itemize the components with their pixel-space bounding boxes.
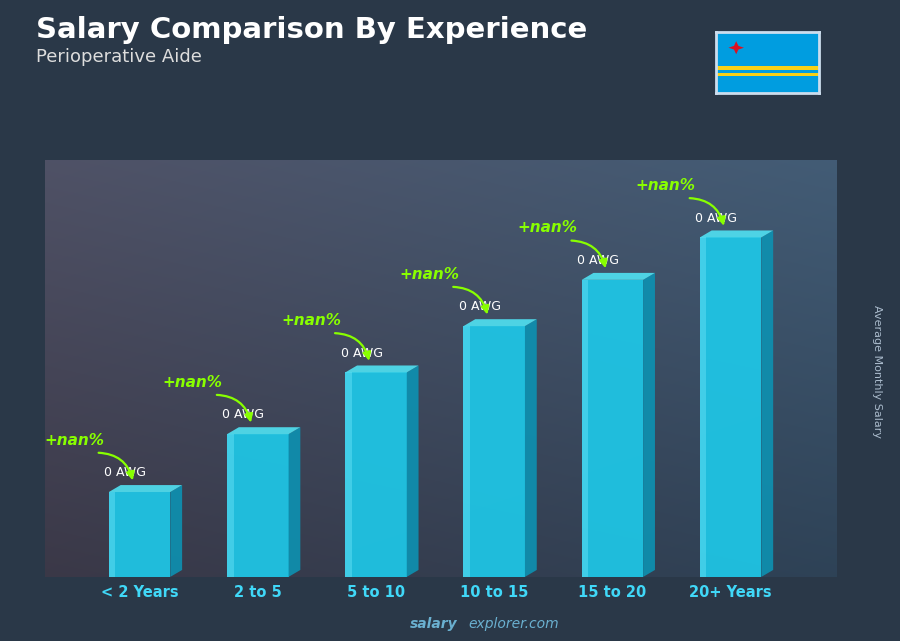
Polygon shape <box>227 434 289 577</box>
Polygon shape <box>109 492 115 577</box>
Text: 0 AWG: 0 AWG <box>459 301 500 313</box>
Text: explorer.com: explorer.com <box>468 617 559 631</box>
Text: +nan%: +nan% <box>400 267 459 282</box>
Polygon shape <box>761 231 773 577</box>
Text: 0 AWG: 0 AWG <box>104 466 146 479</box>
Polygon shape <box>109 485 182 492</box>
Text: +nan%: +nan% <box>45 433 104 447</box>
Text: +nan%: +nan% <box>518 221 578 235</box>
Text: +nan%: +nan% <box>163 375 223 390</box>
Polygon shape <box>728 41 744 54</box>
Polygon shape <box>581 280 643 577</box>
Polygon shape <box>644 273 655 577</box>
Polygon shape <box>700 237 706 577</box>
Polygon shape <box>716 73 819 76</box>
Polygon shape <box>464 326 525 577</box>
Polygon shape <box>581 280 589 577</box>
Polygon shape <box>716 66 819 71</box>
Text: 0 AWG: 0 AWG <box>340 347 382 360</box>
Text: Perioperative Aide: Perioperative Aide <box>36 48 202 66</box>
Text: Average Monthly Salary: Average Monthly Salary <box>872 305 883 438</box>
Polygon shape <box>407 365 418 577</box>
Text: 0 AWG: 0 AWG <box>695 212 737 225</box>
Polygon shape <box>700 231 773 237</box>
Polygon shape <box>227 427 301 434</box>
Text: 0 AWG: 0 AWG <box>222 408 265 421</box>
Text: +nan%: +nan% <box>635 178 696 193</box>
Text: 0 AWG: 0 AWG <box>577 254 619 267</box>
Polygon shape <box>109 492 170 577</box>
Polygon shape <box>170 485 182 577</box>
Polygon shape <box>525 319 536 577</box>
Polygon shape <box>346 372 352 577</box>
Polygon shape <box>346 372 407 577</box>
Text: salary: salary <box>410 617 457 631</box>
Polygon shape <box>227 434 233 577</box>
Polygon shape <box>464 319 536 326</box>
Text: Salary Comparison By Experience: Salary Comparison By Experience <box>36 16 587 44</box>
Polygon shape <box>700 237 761 577</box>
Polygon shape <box>581 273 655 280</box>
Polygon shape <box>346 365 419 372</box>
Polygon shape <box>464 326 470 577</box>
Polygon shape <box>289 427 301 577</box>
Text: +nan%: +nan% <box>281 313 341 328</box>
